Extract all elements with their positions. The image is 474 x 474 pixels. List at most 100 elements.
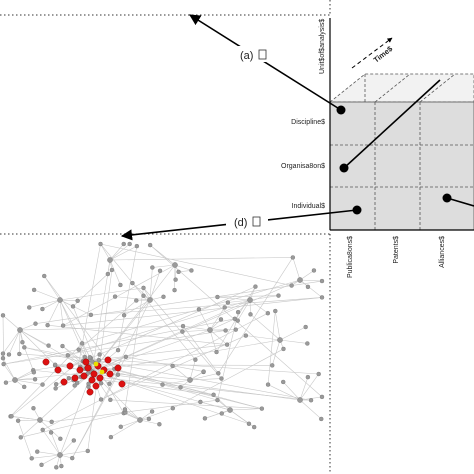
network-edge bbox=[120, 419, 141, 428]
network-edge bbox=[189, 378, 222, 381]
cube-top-face bbox=[328, 73, 474, 103]
network-node bbox=[207, 327, 213, 333]
network-node bbox=[65, 353, 70, 358]
network-edge bbox=[267, 310, 276, 385]
highlight-node bbox=[54, 366, 62, 374]
cell-marker-alliances bbox=[442, 193, 452, 203]
network-edge bbox=[237, 299, 251, 321]
network-node bbox=[251, 424, 257, 430]
highlight-node bbox=[86, 388, 94, 396]
network-node bbox=[40, 382, 45, 387]
network-edge bbox=[292, 257, 301, 281]
output-label-alliances: Alliances$ bbox=[439, 236, 446, 268]
network-edge bbox=[109, 245, 137, 261]
network-edge bbox=[43, 275, 61, 301]
network-edge bbox=[2, 358, 16, 381]
network-edge bbox=[125, 356, 204, 372]
network-edge bbox=[229, 408, 262, 411]
unit-of-analysis-label: Unit$of$analysis$ bbox=[319, 19, 326, 74]
cell-marker-discipline bbox=[336, 105, 346, 115]
network-edge bbox=[24, 347, 312, 401]
network-edge bbox=[24, 347, 34, 371]
network-node bbox=[305, 374, 311, 380]
network-node bbox=[130, 280, 135, 286]
network-node bbox=[160, 382, 165, 387]
network-edge bbox=[2, 315, 4, 365]
network-edge bbox=[91, 264, 176, 373]
network-edge bbox=[189, 359, 196, 381]
network-node bbox=[297, 397, 303, 403]
connector-arrow-a bbox=[189, 14, 342, 111]
network-edge bbox=[299, 279, 323, 298]
network-node bbox=[109, 267, 115, 273]
network-edge bbox=[3, 363, 16, 381]
network-edge bbox=[39, 419, 61, 440]
network-edge bbox=[172, 348, 284, 409]
network-node bbox=[215, 294, 220, 300]
network-node bbox=[216, 371, 221, 376]
network-edge bbox=[209, 329, 217, 353]
network-node bbox=[134, 243, 140, 249]
network-edge bbox=[82, 279, 301, 344]
network-node bbox=[105, 271, 111, 277]
network-node bbox=[98, 381, 104, 386]
network-node bbox=[170, 363, 175, 369]
network-edge bbox=[17, 420, 33, 459]
network-edge bbox=[59, 299, 78, 302]
network-edge bbox=[14, 379, 43, 385]
network-edge bbox=[114, 368, 262, 409]
network-node bbox=[281, 379, 286, 385]
network-node bbox=[253, 284, 258, 289]
network-node bbox=[223, 328, 228, 333]
network-edge bbox=[59, 299, 91, 358]
network-node bbox=[15, 418, 21, 423]
network-edge bbox=[91, 371, 231, 411]
highlight-node bbox=[114, 364, 122, 372]
network-node bbox=[246, 421, 252, 426]
network-node bbox=[27, 305, 32, 310]
network-edge bbox=[172, 365, 191, 381]
network-edge bbox=[14, 371, 93, 381]
network-node bbox=[219, 411, 224, 416]
network-node bbox=[311, 268, 317, 273]
network-edge bbox=[124, 409, 141, 421]
network-edge bbox=[149, 267, 153, 301]
network-node bbox=[40, 427, 45, 433]
cube-depth-grid bbox=[374, 73, 411, 103]
highlight-node bbox=[104, 356, 112, 364]
time-label: Time$ bbox=[372, 44, 395, 65]
network-node bbox=[198, 399, 203, 405]
network-node bbox=[178, 385, 183, 390]
network-node bbox=[75, 298, 80, 303]
network-node bbox=[276, 293, 281, 298]
network-node bbox=[58, 436, 63, 441]
network-node bbox=[85, 448, 90, 454]
network-edge bbox=[19, 329, 21, 354]
network-edge bbox=[109, 259, 121, 286]
network-node bbox=[70, 455, 75, 461]
highlight-node bbox=[96, 374, 104, 382]
network-edge bbox=[62, 264, 176, 326]
highlight-node bbox=[80, 372, 88, 380]
network-edge bbox=[10, 343, 83, 417]
time-arrow bbox=[351, 37, 393, 69]
network-node bbox=[88, 312, 94, 318]
network-node bbox=[214, 349, 219, 355]
network-node bbox=[277, 337, 283, 343]
level-label-discipline: Discipline$ bbox=[291, 119, 325, 126]
network-edge bbox=[51, 399, 218, 423]
collaboration-network bbox=[0, 241, 325, 470]
network-node bbox=[141, 293, 146, 298]
network-edge bbox=[47, 299, 61, 326]
level-label-organisation: Organisa8on$ bbox=[281, 163, 325, 170]
network-edge bbox=[115, 296, 151, 301]
output-label-publications: Publica8ons$ bbox=[347, 236, 354, 278]
highlight-node bbox=[92, 382, 100, 390]
network-edge bbox=[282, 381, 301, 401]
network-edge bbox=[2, 315, 21, 331]
network-edge bbox=[41, 454, 61, 466]
network-edge bbox=[72, 306, 97, 365]
network-node bbox=[273, 308, 278, 314]
network-node bbox=[33, 321, 38, 326]
network-node bbox=[211, 392, 216, 397]
